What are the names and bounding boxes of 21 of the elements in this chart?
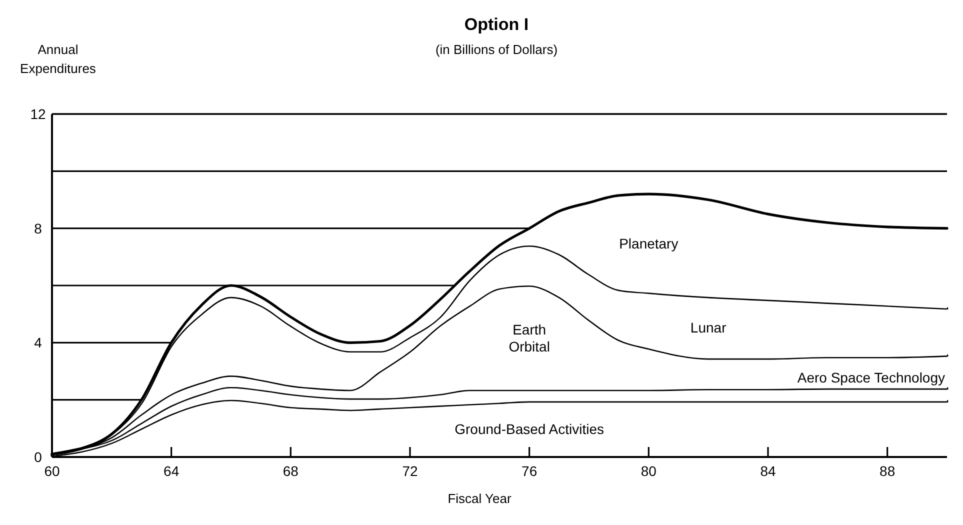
series-label: Planetary (619, 235, 678, 252)
chart-subtitle: (in Billions of Dollars) (435, 42, 558, 57)
series-label: Lunar (690, 320, 727, 336)
x-tick-label: 84 (760, 463, 776, 479)
x-tick-label: 64 (164, 463, 180, 479)
y-axis-title: Annual Expenditures (20, 42, 96, 76)
series-label: Aero Space Technology (797, 369, 945, 386)
x-tick-label: 88 (880, 463, 896, 479)
x-tick-label: 60 (44, 463, 60, 479)
series-label: Ground-Based Activities (454, 421, 604, 438)
x-axis-title: Fiscal Year (448, 491, 512, 506)
x-tick-label: 76 (522, 463, 538, 479)
x-tick-label: 80 (640, 463, 657, 479)
x-tick-label: 68 (282, 463, 299, 479)
y-tick-label: 8 (34, 220, 42, 236)
y-tick-label: 4 (34, 334, 42, 351)
series-label: Earth Orbital (508, 322, 550, 355)
x-tick-label: 72 (402, 463, 418, 479)
chart-title: Option I (464, 15, 529, 34)
y-tick-label: 0 (34, 449, 42, 465)
y-tick-label: 12 (30, 106, 46, 122)
